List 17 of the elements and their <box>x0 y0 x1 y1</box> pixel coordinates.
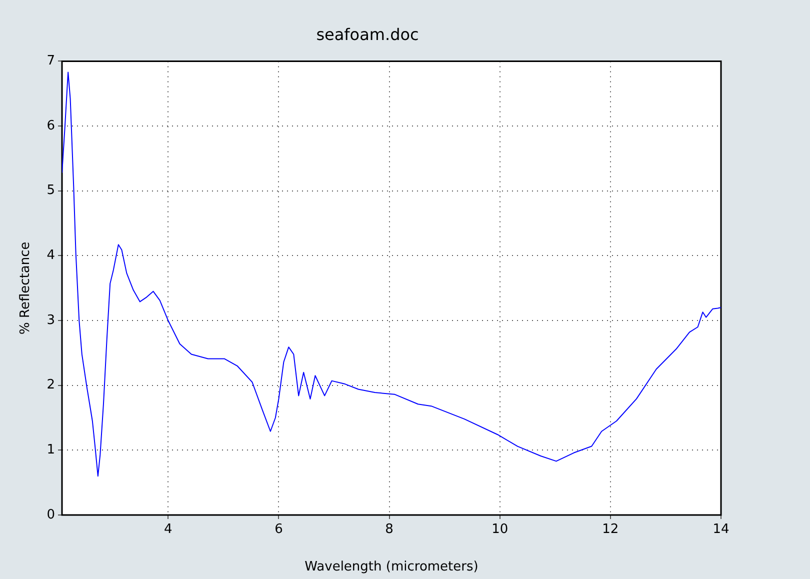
y-tick-label: 5 <box>46 183 55 198</box>
x-tick-label: 4 <box>164 522 172 538</box>
x-tick-label: 8 <box>385 522 394 538</box>
y-tick-label: 1 <box>46 442 55 458</box>
x-axis-title: Wavelength (micrometers) <box>304 560 478 575</box>
y-tick-label: 3 <box>46 312 55 328</box>
y-tick-label: 4 <box>46 248 55 264</box>
y-tick-label: 6 <box>46 118 55 134</box>
x-tick-label: 6 <box>274 522 283 538</box>
x-tick-label: 12 <box>602 522 619 538</box>
y-tick-label: 2 <box>46 378 55 393</box>
y-tick-label: 0 <box>46 507 55 522</box>
y-axis-title: % Reflectance <box>18 242 34 334</box>
x-tick-label: 14 <box>712 522 730 538</box>
x-tick-label: 10 <box>492 522 508 538</box>
chart-title: seafoam.doc <box>316 24 419 44</box>
y-tick-label: 7 <box>46 54 55 69</box>
